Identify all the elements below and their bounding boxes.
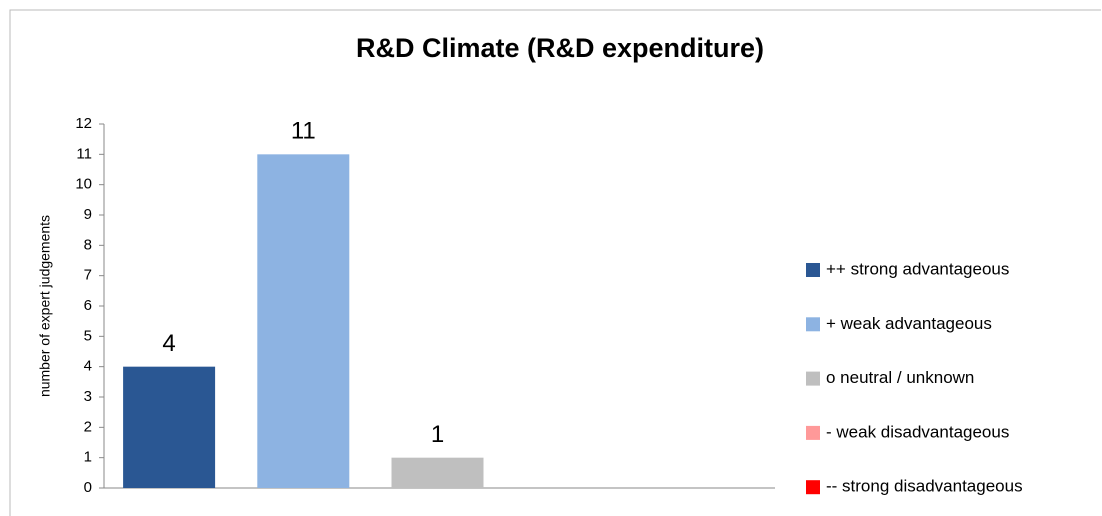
- y-tick-label: 6: [84, 297, 92, 314]
- bar: [257, 154, 350, 489]
- data-label: 4: [162, 330, 175, 357]
- y-tick-label: 9: [84, 206, 92, 223]
- y-tick-label: 7: [84, 267, 92, 284]
- y-tick-label: 12: [75, 115, 92, 132]
- y-tick-label: 0: [84, 479, 92, 496]
- y-tick-label: 3: [84, 388, 92, 405]
- chart-title: R&D Climate (R&D expenditure): [356, 33, 764, 63]
- y-tick-label: 4: [84, 358, 92, 375]
- y-axis-label: number of expert judgements: [37, 215, 53, 397]
- y-tick-label: 2: [84, 418, 92, 435]
- legend-swatch: [806, 480, 820, 495]
- legend-label: ++ strong advantageous: [826, 259, 1009, 278]
- legend-label: o neutral / unknown: [826, 368, 974, 387]
- bar: [123, 366, 216, 488]
- data-label: 11: [291, 118, 316, 145]
- legend-swatch: [806, 425, 820, 440]
- legend-swatch: [806, 317, 820, 332]
- legend-swatch: [806, 263, 820, 277]
- legend-label: - weak disadvantageous: [826, 422, 1009, 441]
- y-tick-label: 8: [84, 236, 92, 253]
- legend-label: -- strong disadvantageous: [826, 477, 1023, 496]
- y-tick-label: 1: [84, 449, 92, 466]
- y-tick-label: 5: [84, 327, 92, 344]
- y-tick-label: 11: [76, 145, 92, 162]
- bar: [391, 457, 484, 488]
- y-tick-label: 10: [75, 176, 92, 193]
- legend-swatch: [806, 371, 820, 386]
- legend-label: + weak advantageous: [826, 314, 992, 333]
- data-label: 1: [431, 421, 444, 448]
- chart-frame: [9, 9, 1101, 516]
